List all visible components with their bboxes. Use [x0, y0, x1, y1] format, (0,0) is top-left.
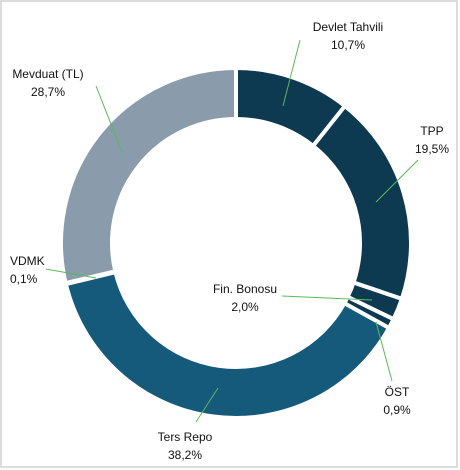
slice-label: TPP [420, 124, 443, 138]
leader-line [45, 268, 97, 279]
slice-label: Fin. Bonosu [213, 282, 277, 296]
value-label: 0,1% [10, 272, 38, 286]
value-label: 38,2% [168, 448, 202, 462]
leader-line [95, 85, 123, 153]
slice-label: Devlet Tahvili [313, 20, 383, 34]
slice-label: ÖST [385, 385, 410, 399]
value-label: 19,5% [415, 142, 449, 156]
value-label: 0,9% [383, 403, 411, 417]
slice-label: Ters Repo [158, 430, 213, 444]
value-label: 2,0% [231, 300, 259, 314]
leader-line [281, 295, 373, 301]
leader-line [282, 39, 301, 107]
slice [63, 269, 392, 420]
leader-line [375, 159, 419, 203]
slice [59, 65, 238, 286]
leader-line [375, 321, 393, 382]
slice-label: Mevduat (TL) [12, 67, 83, 81]
value-label: 28,7% [31, 85, 65, 99]
leader-line [195, 387, 219, 423]
slice-label: VDMK [10, 254, 45, 268]
value-label: 10,7% [331, 38, 365, 52]
